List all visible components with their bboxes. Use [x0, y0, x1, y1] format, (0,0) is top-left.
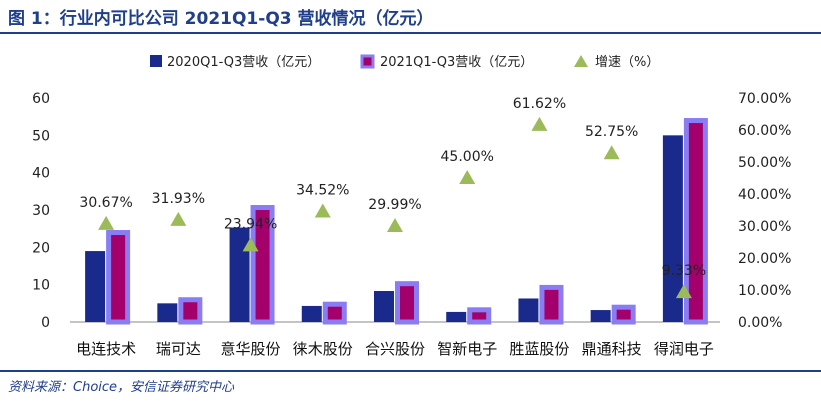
bar-2021-8 — [683, 118, 708, 325]
y-right-tick-label: 50.00% — [738, 155, 791, 171]
y-right-tick-label: 0.00% — [738, 315, 782, 331]
y-left-tick-label: 30 — [32, 203, 50, 219]
x-category-label: 徕木股份 — [293, 340, 353, 358]
growth-marker-6 — [531, 116, 548, 131]
title-rule — [0, 32, 821, 34]
bar-2021-6 — [539, 284, 564, 325]
y-left-tick-label: 40 — [32, 166, 50, 182]
growth-marker-2 — [242, 237, 259, 252]
y-right-tick-label: 10.00% — [738, 283, 791, 299]
y-left-tick-label: 10 — [32, 278, 50, 294]
y-left-tick-label: 0 — [41, 315, 50, 331]
bar-2020-2 — [229, 227, 250, 322]
growth-data-label: 45.00% — [441, 149, 494, 165]
growth-marker-5 — [459, 170, 476, 184]
x-category-label: 意华股份 — [221, 340, 281, 358]
x-category-label: 合兴股份 — [365, 340, 425, 358]
bar-2021-1 — [178, 297, 203, 325]
growth-data-label: 61.62% — [513, 96, 566, 112]
bar-2020-0 — [85, 251, 106, 322]
y-left-tick-label: 50 — [32, 128, 50, 144]
growth-data-label: 30.67% — [79, 195, 132, 211]
legend-swatch-2020 — [150, 55, 162, 67]
bar-chart: 0 10 20 30 40 50 60 0.00% 10.00% 20.00% 30.00% 40.0… — [32, 54, 791, 358]
growth-marker-7 — [603, 145, 620, 160]
bar-2021-4 — [395, 281, 419, 325]
bar-2021-7 — [611, 304, 636, 325]
bar-2020-1 — [157, 303, 178, 322]
bar-2020-8 — [662, 135, 683, 322]
x-category-label: 得润电子 — [654, 340, 714, 358]
bar-2020-6 — [518, 298, 539, 322]
legend-swatch-growth — [574, 55, 588, 67]
bar-2020-5 — [446, 311, 467, 322]
legend-label-growth: 增速（%） — [595, 55, 659, 70]
bar-2021-5 — [467, 307, 492, 325]
y-right-tick-label: 40.00% — [738, 187, 791, 203]
growth-marker-4 — [387, 218, 403, 233]
bar-2021-3 — [322, 301, 347, 325]
growth-marker-3 — [314, 203, 331, 218]
bar-2021-0 — [106, 230, 131, 325]
legend-swatch-2021 — [360, 54, 375, 69]
bar-2020-4 — [374, 291, 394, 322]
growth-data-label: 52.75% — [585, 124, 638, 140]
y-right-tick-label: 60.00% — [738, 123, 791, 139]
chart-title: 图 1：行业内可比公司 2021Q1-Q3 营收情况（亿元） — [8, 9, 434, 29]
growth-data-label: 34.52% — [296, 183, 349, 199]
legend-label-2021: 2021Q1-Q3营收（亿元） — [380, 55, 533, 70]
x-category-label: 鼎通科技 — [582, 340, 642, 358]
bar-2020-3 — [301, 305, 322, 322]
y-left-tick-label: 20 — [32, 240, 50, 256]
y-left-tick-label: 60 — [32, 91, 50, 107]
x-category-label: 电连技术 — [76, 340, 136, 358]
source-note: 资料来源：Choice，安信证券研究中心 — [8, 380, 235, 395]
growth-marker-1 — [170, 211, 187, 226]
x-category-label: 瑞可达 — [156, 340, 201, 358]
growth-data-label: 9.33% — [662, 263, 706, 279]
x-category-label: 胜蓝股份 — [509, 340, 569, 358]
growth-data-label: 23.94% — [224, 216, 277, 232]
bar-2021-2 — [250, 205, 275, 325]
growth-marker-0 — [98, 215, 115, 230]
growth-data-label: 29.99% — [368, 197, 421, 213]
x-category-label: 智新电子 — [437, 340, 497, 358]
y-right-tick-label: 70.00% — [738, 91, 791, 107]
y-right-tick-label: 30.00% — [738, 219, 791, 235]
y-right-tick-label: 20.00% — [738, 251, 791, 267]
growth-data-label: 31.93% — [152, 191, 205, 207]
growth-marker-8 — [675, 284, 692, 299]
footer-rule — [0, 370, 821, 372]
bar-2020-7 — [590, 310, 611, 322]
legend-label-2020: 2020Q1-Q3营收（亿元） — [167, 55, 320, 70]
